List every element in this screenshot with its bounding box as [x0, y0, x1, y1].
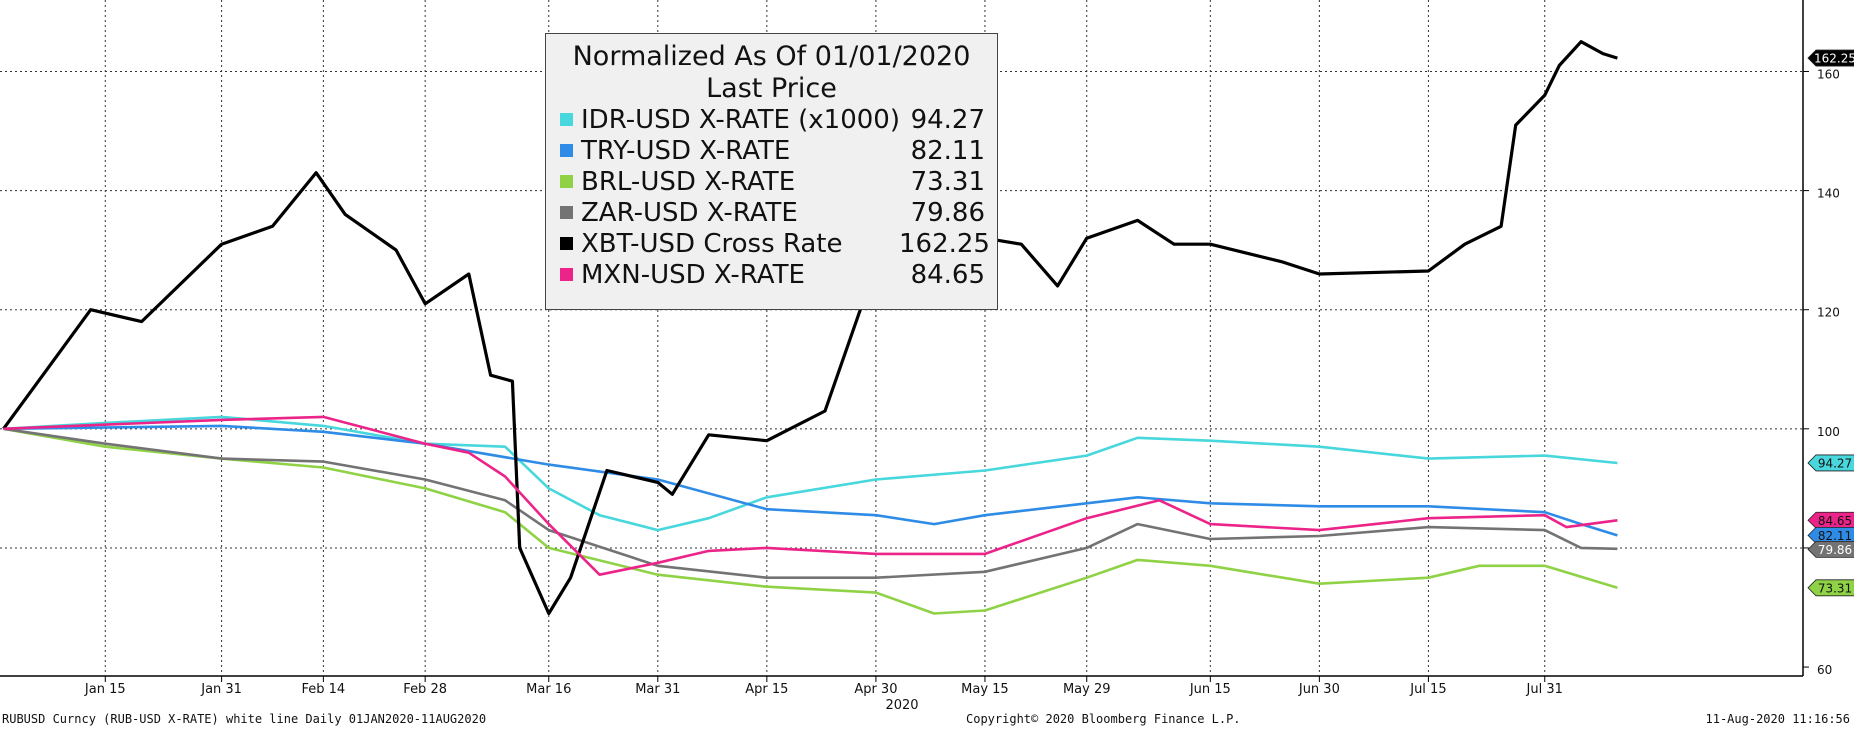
footer-copyright: Copyright© 2020 Bloomberg Finance L.P.: [966, 712, 1241, 726]
x-tick-label: May 15: [961, 682, 1009, 697]
badge-shape: [1807, 579, 1854, 597]
y-tick-label: 160: [1817, 67, 1840, 81]
last-value-badge: 84.65: [1807, 511, 1854, 529]
badge-value: 82.11: [1818, 529, 1852, 543]
badge-value: 73.31: [1818, 581, 1852, 595]
last-value-badge: 73.31: [1807, 579, 1854, 597]
series-line-3: [3, 427, 1618, 580]
x-tick-label: Jul 15: [1409, 682, 1446, 697]
y-tick-label: 120: [1817, 306, 1840, 320]
last-value-badge: 82.11: [1807, 526, 1854, 544]
y-tick-label: 140: [1817, 187, 1840, 201]
legend-last-value: 162.25: [899, 228, 990, 259]
badge-shape: [1807, 49, 1854, 67]
year-label: 2020: [885, 698, 918, 713]
badge-shape: [1807, 540, 1854, 558]
series-line-1: [3, 424, 1618, 537]
badge-shape: [1807, 511, 1854, 529]
legend-last-value: 73.31: [910, 166, 985, 197]
legend-entry: ZAR-USD X-RATE 79.86: [546, 197, 997, 228]
x-tick-label: Jul 31: [1526, 682, 1563, 697]
legend-last-value: 84.65: [910, 259, 985, 290]
legend-entry: BRL-USD X-RATE 73.31: [546, 166, 997, 197]
legend-box: Normalized As Of 01/01/2020 Last Price I…: [545, 33, 998, 310]
x-tick-label: Mar 16: [526, 682, 571, 697]
legend-swatch: [560, 237, 573, 250]
series-line-0: [3, 415, 1618, 532]
last-value-badge: 79.86: [1807, 540, 1854, 558]
x-tick-label: Jun 30: [1298, 682, 1340, 697]
y-tick-label: 100: [1817, 425, 1840, 439]
legend-series-name: IDR-USD X-RATE (x1000): [581, 104, 900, 135]
x-axis-ticks: Jan 15 Jan 31 Feb 14 Feb 28 Mar 16 Mar 31 Apr …: [84, 676, 1563, 697]
badge-shape: [1807, 454, 1854, 472]
legend-last-value: 94.27: [910, 104, 985, 135]
chart-title: Normalized As Of 01/01/2020: [572, 41, 971, 72]
x-tick-label: Feb 14: [302, 682, 346, 697]
badge-value: 94.27: [1818, 456, 1852, 470]
legend-entry: XBT-USD Cross Rate 162.25: [546, 228, 997, 259]
x-tick-label: Jun 15: [1189, 682, 1231, 697]
legend-entries: IDR-USD X-RATE (x1000) 94.27 TRY-USD X-RAT…: [546, 104, 997, 290]
legend-last-value: 79.86: [910, 197, 985, 228]
legend-series-name: TRY-USD X-RATE: [581, 135, 791, 166]
legend-swatch: [560, 268, 573, 281]
y-tick-label: 60: [1817, 663, 1832, 677]
x-tick-label: May 29: [1063, 682, 1111, 697]
legend-last-value: 82.11: [910, 135, 985, 166]
legend-swatch: [560, 206, 573, 219]
x-tick-label: Jan 31: [200, 682, 242, 697]
last-value-badge: 162.25: [1807, 49, 1854, 67]
legend-swatch: [560, 144, 573, 157]
legend-series-name: MXN-USD X-RATE: [581, 259, 805, 290]
legend-entry: IDR-USD X-RATE (x1000) 94.27: [546, 104, 997, 135]
legend-entry: TRY-USD X-RATE 82.11: [546, 135, 997, 166]
legend-entry: MXN-USD X-RATE 84.65: [546, 259, 997, 290]
legend-series-name: BRL-USD X-RATE: [581, 166, 796, 197]
series-lines: [2, 40, 1618, 616]
series-line-4: [2, 40, 1618, 616]
footer-timestamp: 11-Aug-2020 11:16:56: [1705, 712, 1851, 726]
badge-value: 84.65: [1818, 514, 1852, 528]
x-tick-label: Apr 15: [745, 682, 788, 697]
badge-value: 162.25: [1814, 52, 1854, 66]
legend-swatch: [560, 113, 573, 126]
x-tick-label: Feb 28: [403, 682, 447, 697]
legend-swatch: [560, 175, 573, 188]
series-line-2: [3, 427, 1618, 615]
x-tick-label: Jan 15: [84, 682, 126, 697]
chart-subtitle: Last Price: [706, 73, 837, 104]
x-tick-label: Apr 30: [854, 682, 897, 697]
last-value-badge: 94.27: [1807, 454, 1854, 472]
x-tick-label: Mar 31: [635, 682, 680, 697]
plot-frame: [0, 0, 1804, 677]
series-line-5: [3, 415, 1618, 577]
legend-series-name: ZAR-USD X-RATE: [581, 197, 798, 228]
badge-shape: [1807, 526, 1854, 544]
legend-series-name: XBT-USD Cross Rate: [581, 228, 843, 259]
footer-security-info: RUBUSD Curncy (RUB-USD X-RATE) white lin…: [2, 712, 487, 726]
badge-value: 79.86: [1818, 543, 1852, 557]
